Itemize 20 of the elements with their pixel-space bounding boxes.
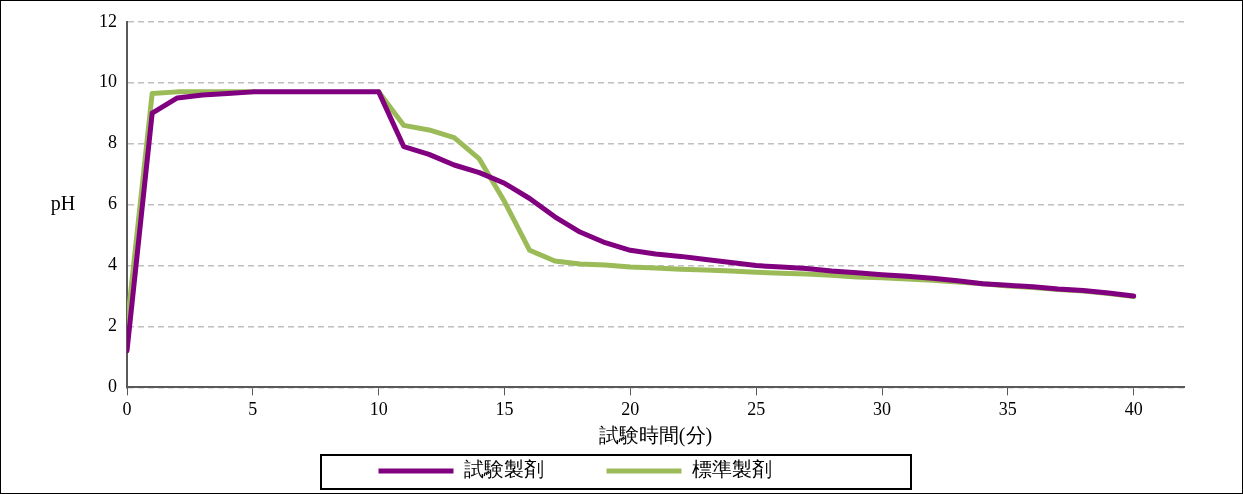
x-tick-label: 5 <box>248 398 258 419</box>
legend-label: 標準製剤 <box>691 458 827 481</box>
y-tick-label: 0 <box>108 376 117 397</box>
y-tick-label: 4 <box>108 254 117 275</box>
x-tick-label: 10 <box>369 398 388 419</box>
x-tick-label: 0 <box>122 398 132 419</box>
y-axis-title: pH <box>50 191 76 215</box>
x-axis-title: 試験時間(分) <box>598 424 713 448</box>
x-tick-label: 30 <box>873 398 891 419</box>
x-tick-label: 20 <box>621 398 640 419</box>
y-tick-label: 12 <box>99 10 117 31</box>
y-tick-label: 6 <box>108 193 117 214</box>
y-tick-label: 10 <box>99 71 117 92</box>
x-tick-label: 40 <box>1124 398 1143 419</box>
y-tick-label: 8 <box>108 132 117 153</box>
legend-label: 試験製剤 <box>463 458 599 481</box>
x-tick-label: 15 <box>495 398 514 419</box>
x-tick-label: 35 <box>998 398 1017 419</box>
x-tick-label: 25 <box>747 398 766 419</box>
y-tick-label: 2 <box>108 315 117 336</box>
